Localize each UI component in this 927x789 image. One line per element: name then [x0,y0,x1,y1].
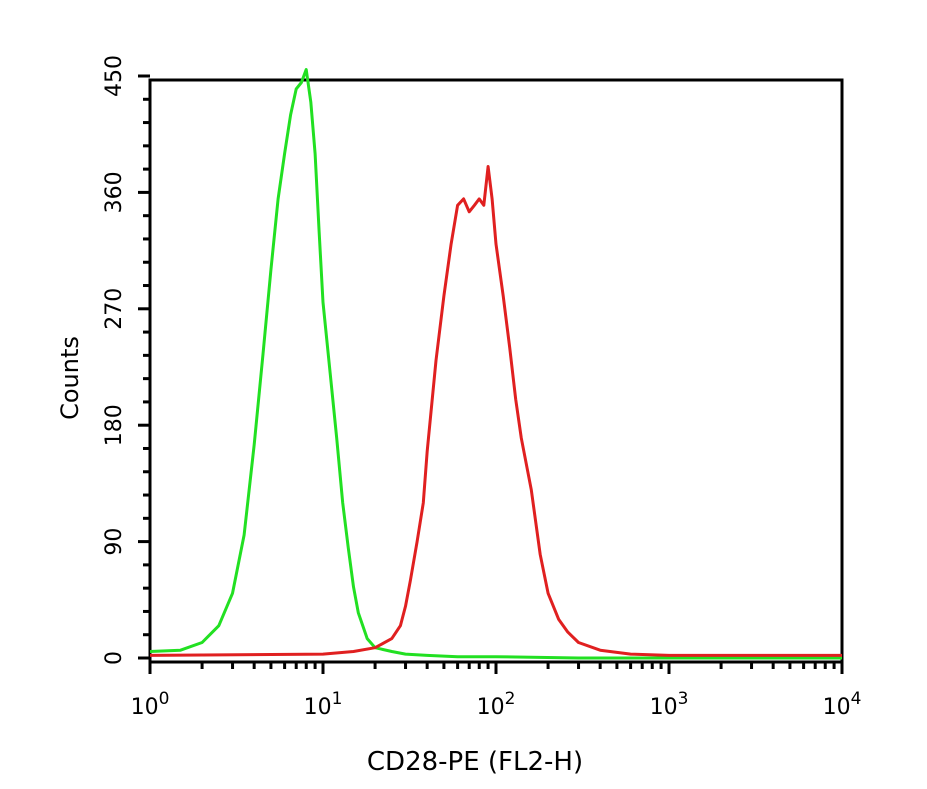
y-tick-label: 90 [102,528,127,556]
y-axis-title: Counts [56,336,84,420]
series-layer [149,68,842,660]
y-tick-label: 180 [102,404,127,446]
x-tick-label: 100 [131,689,170,720]
y-axis: 0 90 180 270 360 450 [102,55,150,665]
x-axis-title: CD28-PE (FL2-H) [367,747,583,777]
y-tick-label: 360 [102,171,127,213]
x-tick-label: 102 [477,689,516,720]
series-line-2 [149,165,842,657]
y-tick-label: 450 [102,55,127,97]
x-tick-label: 101 [304,689,343,720]
y-tick-label: 0 [102,651,127,665]
x-tick-label: 103 [650,689,689,720]
series-line-1 [149,68,842,660]
y-tick-label: 270 [102,288,127,330]
x-axis: 100 101 102 103 104 [131,662,862,720]
x-tick-label: 104 [823,689,862,720]
plot-frame [148,78,844,664]
